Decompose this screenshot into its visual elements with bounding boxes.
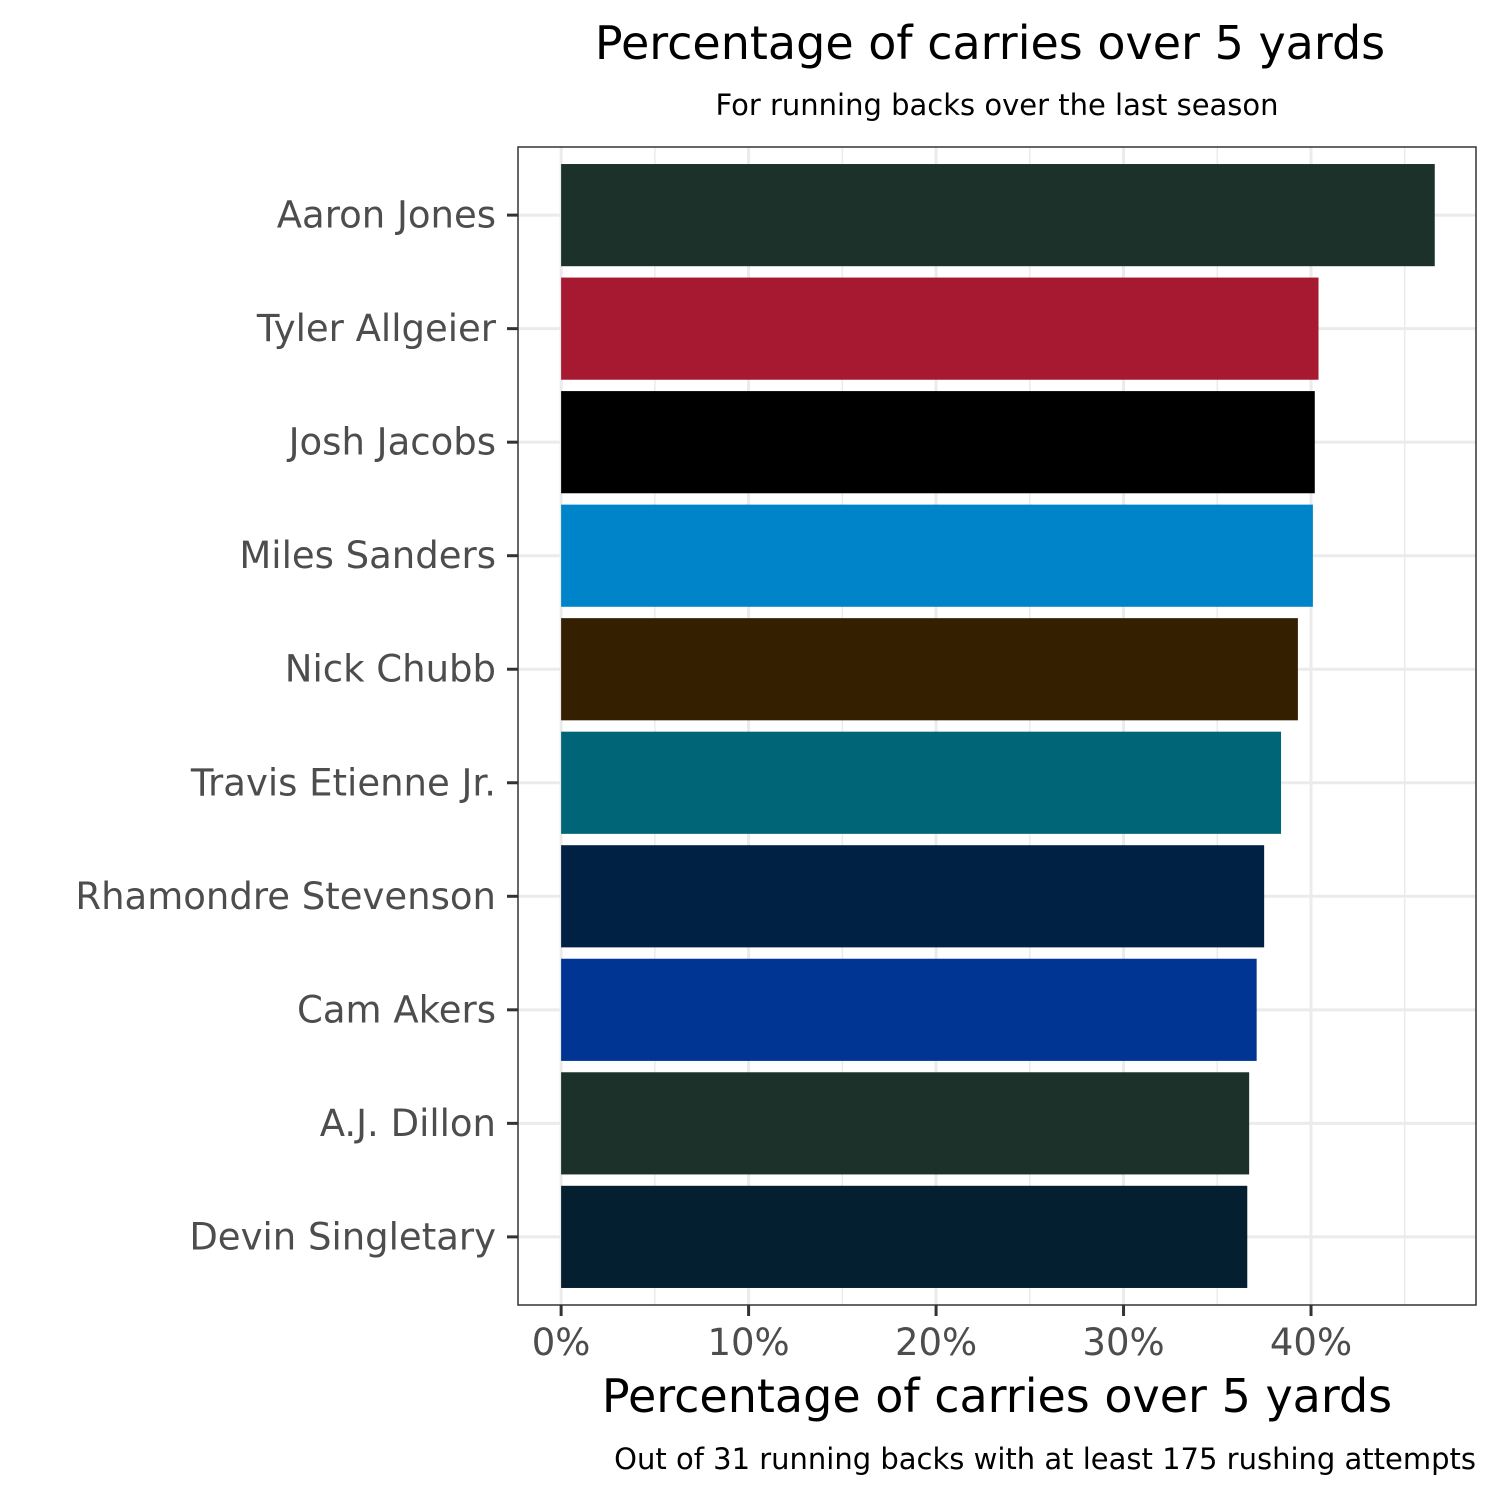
bar — [561, 1072, 1250, 1175]
x-tick-label: 40% — [1270, 1321, 1352, 1364]
bar — [561, 731, 1282, 834]
chart-title: Percentage of carries over 5 yards — [595, 16, 1385, 70]
x-axis: 0% 10% 20% 30% 40% — [532, 1305, 1352, 1364]
x-axis-title: Percentage of carries over 5 yards — [602, 1369, 1392, 1423]
y-axis: Aaron Jones Tyler Allgeier Josh Jacobs Mile… — [75, 194, 518, 1258]
y-tick-label: Nick Chubb — [285, 648, 496, 691]
y-tick-label: Travis Etienne Jr. — [190, 761, 496, 804]
y-tick-label: Aaron Jones — [277, 194, 496, 237]
bar — [561, 1185, 1248, 1288]
x-tick-label: 10% — [707, 1321, 789, 1364]
x-tick-label: 20% — [895, 1321, 977, 1364]
y-tick-label: Cam Akers — [297, 988, 496, 1031]
bar — [561, 845, 1265, 948]
y-tick-label: Josh Jacobs — [287, 421, 496, 464]
bar — [561, 504, 1313, 607]
y-tick-label: Miles Sanders — [239, 534, 496, 577]
bar — [561, 958, 1257, 1061]
y-tick-label: A.J. Dillon — [320, 1102, 496, 1145]
bars — [561, 164, 1435, 1288]
y-tick-label: Rhamondre Stevenson — [75, 875, 496, 918]
bar — [561, 277, 1319, 380]
y-tick-label: Devin Singletary — [189, 1215, 496, 1258]
bar — [561, 391, 1315, 494]
plot-panel-border — [517, 146, 1477, 1306]
bar — [561, 618, 1298, 721]
x-tick-label: 30% — [1082, 1321, 1164, 1364]
x-tick-label: 0% — [532, 1321, 591, 1364]
chart-caption: Out of 31 running backs with at least 17… — [614, 1442, 1476, 1476]
bar — [561, 164, 1435, 267]
chart-subtitle: For running backs over the last season — [715, 88, 1278, 122]
y-tick-label: Tyler Allgeier — [256, 307, 497, 350]
